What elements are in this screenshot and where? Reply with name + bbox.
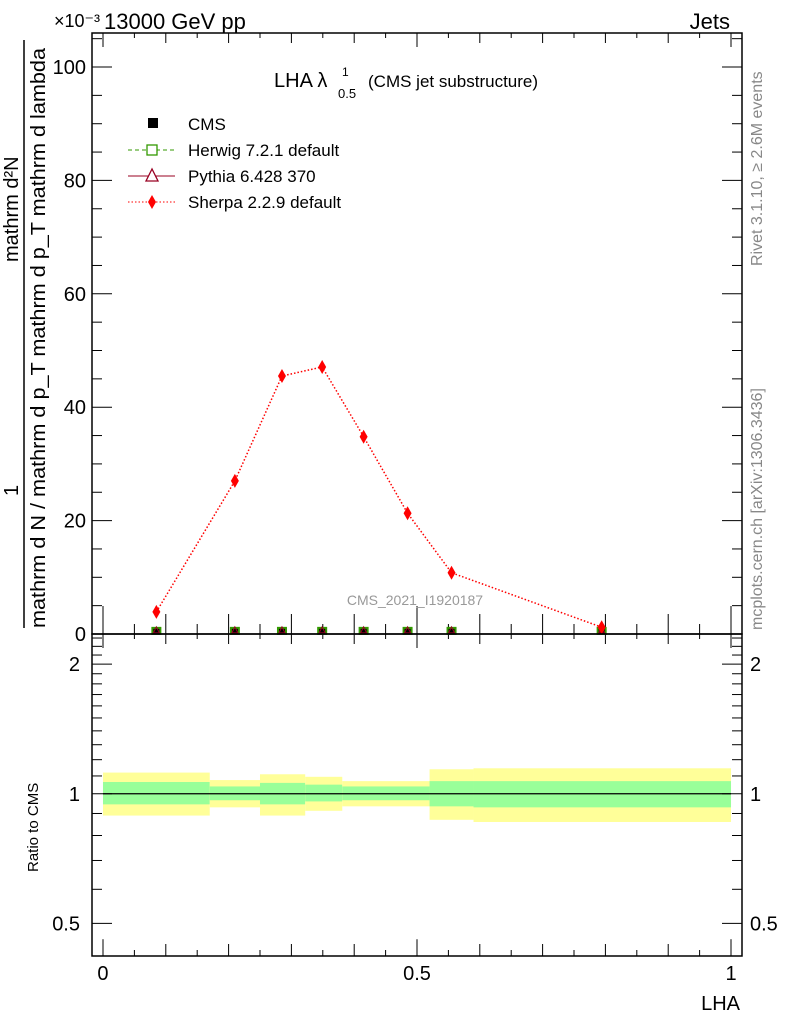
sherpa-point [597,620,606,635]
ratio-y-label: Ratio to CMS [25,783,42,872]
ratio-y-tick-label-right: 0.5 [750,913,778,935]
side-text-bottom: mcplots.cern.ch [arXiv:1306.3436] [749,388,766,630]
y-tick-label: 100 [53,57,86,79]
legend-label-pythia: Pythia 6.428 370 [188,167,316,186]
axis-ticks: 0 20 40 60 80 100 0 0.5 1 0.5 0.5 1 1 2 2 [52,33,778,985]
title-sub: 0.5 [338,86,356,101]
side-text-top: Rivet 3.1.10, ≥ 2.6M events [749,71,766,266]
ratio-y-tick-label: 2 [69,654,80,676]
cms-point [448,628,455,634]
ylabel-denominator: mathrm d N / mathrm d p_T mathrm d p_T m… [28,47,50,628]
legend-marker-herwig [146,144,158,156]
pythia-point [278,625,286,634]
watermark: CMS_2021_I1920187 [347,592,483,608]
y-tick-label: 80 [64,170,86,192]
header-right: Jets [690,9,730,34]
legend-marker-cms [148,118,158,128]
y-axis-label: mathrm d²N 1 mathrm d N / mathrm d p_T m… [1,40,50,628]
ratio-frame [91,633,743,957]
cms-point [153,628,160,634]
y-tick-label: 0 [75,624,86,646]
pythia-point [447,625,456,634]
title-main: LHA [274,70,314,92]
cms-point [231,628,238,634]
ratio-y-tick-label-right: 1 [750,784,761,806]
cms-point [360,628,367,634]
exponent-label: ×10⁻³ [54,11,100,31]
ylabel-numerator-top: mathrm d²N [1,156,23,262]
ratio-bands [102,768,732,822]
legend-label-herwig: Herwig 7.2.1 default [188,141,339,160]
ratio-y-tick-label: 1 [69,784,80,806]
cms-point [278,628,285,634]
stat-uncertainty-band [305,784,343,802]
cms-point [319,628,326,634]
legend-label-sherpa: Sherpa 2.2.9 default [188,193,341,212]
x-axis-label: LHA [701,993,741,1015]
data-series [151,359,607,635]
y-tick-label: 60 [64,284,86,306]
sherpa-point [447,565,456,580]
ratio-y-tick-label: 0.5 [52,913,80,935]
pythia-point [403,625,412,634]
pythia-point [359,625,368,634]
sherpa-point [230,473,239,488]
legend-marker-sherpa [148,195,156,209]
x-tick-label: 0.5 [403,963,431,985]
svg-text:LHA λ: LHA λ [274,70,327,92]
cms-point [404,628,411,634]
pythia-point [152,625,161,634]
sherpa-point [277,369,286,384]
y-tick-label: 40 [64,397,86,419]
sherpa-point [318,359,327,374]
sherpa-point [403,506,412,521]
sherpa-point [152,604,161,619]
title-suffix: (CMS jet substructure) [368,72,538,91]
header-left: 13000 GeV pp [104,9,246,34]
legend-label-cms: CMS [188,115,226,134]
legend: CMS Herwig 7.2.1 default Pythia 6.428 37… [128,115,341,212]
ratio-y-tick-label-right: 2 [750,654,761,676]
sherpa-point [359,429,368,444]
y-tick-label: 20 [64,511,86,533]
title-sup: 1 [342,65,349,79]
plot-title: LHA λ 1 0.5 (CMS jet substructure) [274,65,538,101]
legend-marker-pythia [144,167,160,182]
x-tick-label: 0 [97,963,108,985]
ylabel-numerator: 1 [1,485,23,496]
x-tick-label: 1 [725,963,736,985]
pythia-point [318,625,326,634]
pythia-point [231,625,239,634]
sherpa-line [155,366,602,628]
